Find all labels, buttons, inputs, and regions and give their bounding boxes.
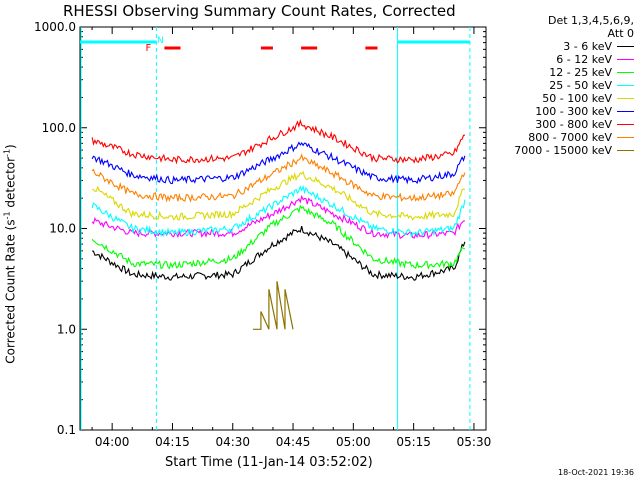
legend-entry-label: 50 - 100 keV	[542, 92, 612, 105]
x-tick-label: 05:30	[457, 435, 492, 449]
legend-header-line2: Att 0	[607, 27, 634, 40]
legend-entry: 6 - 12 keV	[484, 53, 634, 66]
legend: Det 1,3,4,5,6,9, Att 0 3 - 6 keV 6 - 12 k…	[484, 14, 634, 157]
y-axis-label: Corrected Count Rate (s-1 detector-1)	[3, 144, 18, 363]
legend-swatch	[617, 137, 634, 138]
legend-swatch	[617, 98, 634, 99]
series-line	[252, 281, 294, 330]
legend-rows: 3 - 6 keV 6 - 12 keV 12 - 25 keV 25 - 50 ke…	[484, 40, 634, 157]
legend-entry: 300 - 800 keV	[484, 118, 634, 131]
y-tick-label: 100.0	[42, 121, 76, 135]
series-line	[91, 184, 466, 239]
legend-entry: 7000 - 15000 keV	[484, 144, 634, 157]
y-axis-label-mid: detector	[3, 156, 18, 212]
y-tick-label: 1.0	[57, 322, 76, 336]
legend-entry: 12 - 25 keV	[484, 66, 634, 79]
x-tick-label: 04:45	[276, 435, 311, 449]
legend-entry-label: 100 - 300 keV	[535, 105, 612, 118]
legend-swatch	[617, 150, 634, 151]
legend-swatch	[617, 46, 634, 47]
plot-frame	[79, 26, 487, 431]
y-axis-label-exp1: -1	[2, 211, 12, 220]
series-line	[91, 225, 466, 281]
legend-header-line1: Det 1,3,4,5,6,9,	[547, 14, 634, 27]
legend-swatch	[617, 111, 634, 112]
flare-flag-label: F	[145, 43, 151, 54]
legend-entry-label: 300 - 800 keV	[535, 118, 612, 131]
x-tick-label: 05:15	[396, 435, 431, 449]
x-tick-label: 04:15	[155, 435, 190, 449]
legend-entry: 50 - 100 keV	[484, 92, 634, 105]
x-tick-label: 04:30	[215, 435, 250, 449]
legend-entry: 25 - 50 keV	[484, 79, 634, 92]
y-tick-label: 1000.0	[34, 20, 76, 34]
x-axis-label: Start Time (11-Jan-14 03:52:02)	[165, 455, 373, 470]
legend-entry: 800 - 7000 keV	[484, 131, 634, 144]
legend-entry-label: 12 - 25 keV	[549, 66, 612, 79]
legend-swatch	[617, 59, 634, 60]
legend-entry-label: 800 - 7000 keV	[528, 131, 612, 144]
series-line	[91, 141, 466, 185]
legend-swatch	[617, 124, 634, 125]
legend-entry: 3 - 6 keV	[484, 40, 634, 53]
legend-entry-label: 3 - 6 keV	[563, 40, 612, 53]
legend-entry-label: 6 - 12 keV	[556, 53, 612, 66]
x-tick-label: 05:00	[336, 435, 371, 449]
timestamp: 18-Oct-2021 19:36	[558, 468, 634, 477]
legend-entry-label: 25 - 50 keV	[549, 79, 612, 92]
series-line	[91, 153, 466, 203]
chart-title: RHESSI Observing Summary Count Rates, Co…	[63, 2, 456, 20]
x-tick-label: 04:00	[95, 435, 130, 449]
series-line	[91, 118, 466, 165]
y-axis-label-exp2: -1	[2, 148, 12, 157]
y-axis-label-end: )	[3, 144, 18, 149]
series-line	[91, 204, 466, 270]
legend-swatch	[617, 72, 634, 73]
legend-entry-label: 7000 - 15000 keV	[514, 144, 612, 157]
series-line	[92, 170, 465, 221]
y-tick-label: 0.1	[57, 423, 76, 437]
y-tick-label: 10.0	[49, 222, 76, 236]
legend-entry: 100 - 300 keV	[484, 105, 634, 118]
y-axis-label-main: Corrected Count Rate (s	[3, 219, 18, 364]
legend-swatch	[617, 85, 634, 86]
night-flag-label: N	[157, 36, 164, 46]
